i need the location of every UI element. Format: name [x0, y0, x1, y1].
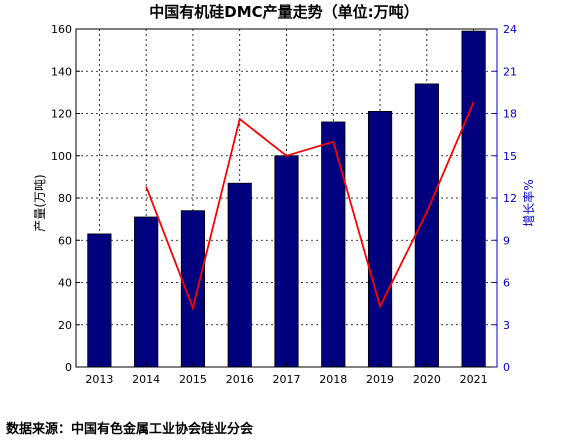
bar-2018	[321, 121, 346, 368]
bar-2021	[461, 30, 486, 368]
left-y-axis: 0 20 40 60 80 100 120 140 160	[51, 23, 80, 374]
x-tick-label: 2018	[319, 373, 347, 386]
bar-2020	[414, 83, 439, 368]
x-tick-label: 2019	[366, 373, 394, 386]
bar-2017	[274, 155, 299, 368]
right-tick-label: 3	[503, 319, 510, 332]
left-tick-label: 120	[51, 108, 72, 121]
left-tick-label: 60	[58, 234, 72, 247]
x-tick-label: 2020	[413, 373, 441, 386]
bar-series	[87, 30, 486, 368]
right-tick-label: 15	[503, 150, 517, 163]
left-tick-label: 160	[51, 23, 72, 36]
right-tick-label: 6	[503, 277, 510, 290]
left-tick-label: 100	[51, 150, 72, 163]
right-tick-label: 9	[503, 234, 510, 247]
left-tick-label: 20	[58, 319, 72, 332]
x-tick-label: 2017	[273, 373, 301, 386]
left-tick-label: 40	[58, 277, 72, 290]
x-axis: 2013 2014 2015 2016 2017 2018 2019 2020 2021	[85, 363, 488, 386]
left-axis-label: 产量(万吨)	[33, 174, 47, 231]
left-tick-label: 0	[65, 361, 72, 374]
growth-line-series	[145, 101, 475, 311]
chart-title: 中国有机硅DMC产量走势（单位:万吨）	[149, 3, 418, 21]
right-tick-label: 21	[503, 65, 517, 78]
left-tick-label: 80	[58, 192, 72, 205]
right-axis-label: 增长率%	[521, 179, 536, 226]
bar-2019	[367, 110, 393, 368]
x-tick-label: 2015	[179, 373, 207, 386]
right-tick-label: 12	[503, 192, 517, 205]
right-tick-label: 0	[503, 361, 510, 374]
bar-2013	[87, 233, 112, 368]
bar-2014	[134, 216, 159, 368]
x-tick-label: 2014	[132, 373, 160, 386]
right-tick-label: 18	[503, 108, 517, 121]
right-y-axis: 0 3 6 9 12 15 18 21 24	[493, 23, 517, 374]
bar-2016	[227, 182, 252, 368]
x-tick-label: 2021	[460, 373, 488, 386]
left-tick-label: 140	[51, 65, 72, 78]
x-tick-label: 2016	[226, 373, 254, 386]
right-tick-label: 24	[503, 23, 517, 36]
growth-rate-line	[145, 101, 475, 311]
data-source-note: 数据来源：中国有色金属工业协会硅业分会	[6, 421, 254, 437]
x-tick-label: 2013	[85, 373, 113, 386]
